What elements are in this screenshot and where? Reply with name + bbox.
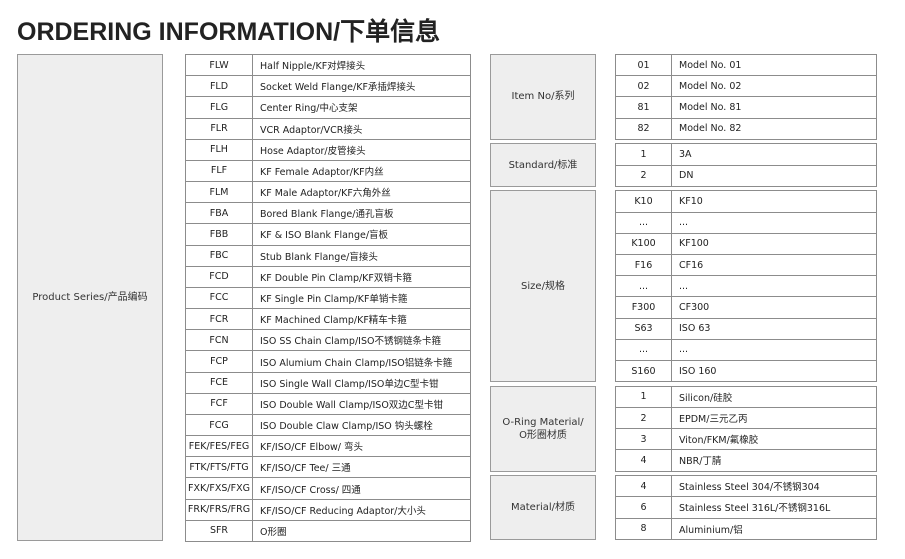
- series-code: FLM: [185, 181, 253, 204]
- group-desc: ...: [671, 338, 877, 361]
- series-code: FXK/FXS/FXG: [185, 477, 253, 500]
- series-code: FBB: [185, 223, 253, 246]
- group-code: K100: [615, 232, 672, 255]
- group-desc: KF10: [671, 190, 877, 213]
- series-code: FLR: [185, 117, 253, 140]
- group-desc: DN: [671, 164, 877, 187]
- group-code: 4: [615, 449, 672, 472]
- series-code: FCC: [185, 286, 253, 310]
- series-code: FLD: [185, 75, 253, 98]
- series-code: FCN: [185, 329, 253, 352]
- group-desc: Silicon/硅胶: [671, 385, 877, 408]
- group-code: S160: [615, 360, 672, 383]
- group-desc: Model No. 01: [671, 54, 877, 77]
- group-code: 3: [615, 428, 672, 451]
- group-desc: CF300: [671, 296, 877, 319]
- group-code: ...: [615, 211, 672, 234]
- group-code: 4: [615, 475, 672, 498]
- group-code: 1: [615, 143, 672, 166]
- group-desc: Stainless Steel 316L/不锈钢316L: [671, 496, 877, 519]
- title: ORDERING INFORMATION/下单信息: [17, 18, 441, 46]
- series-desc: ISO Double Claw Clamp/ISO 钩头螺栓: [252, 413, 471, 437]
- group-desc: KF100: [671, 232, 877, 255]
- group-code: ...: [615, 338, 672, 361]
- series-code: FCE: [185, 371, 253, 394]
- series-desc: KF/ISO/CF Elbow/ 弯头: [252, 435, 471, 458]
- group-code: S63: [615, 317, 672, 340]
- group-desc: ...: [671, 275, 877, 298]
- series-code: FBA: [185, 202, 253, 225]
- group-label: Size/规格: [490, 190, 596, 383]
- group-desc: ISO 160: [671, 360, 877, 383]
- group-code: 82: [615, 117, 672, 140]
- series-desc: O形圈: [252, 519, 471, 542]
- series-desc: Half Nipple/KF对焊接头: [252, 54, 471, 77]
- series-desc: KF Machined Clamp/KF精车卡箍: [252, 308, 471, 331]
- series-desc: KF/ISO/CF Cross/ 四通: [252, 477, 471, 500]
- series-code: FRK/FRS/FRG: [185, 498, 253, 521]
- group-desc: Model No. 02: [671, 75, 877, 98]
- series-code: FLG: [185, 96, 253, 119]
- series-desc: ISO Double Wall Clamp/ISO双边C型卡钳: [252, 392, 471, 415]
- group-desc: CF16: [671, 254, 877, 277]
- series-code: FCD: [185, 265, 253, 288]
- series-desc: Socket Weld Flange/KF承插焊接头: [252, 75, 471, 98]
- series-code: SFR: [185, 519, 253, 542]
- series-label: Product Series/产品编码: [17, 54, 163, 541]
- group-label: Standard/标准: [490, 143, 596, 187]
- group-label: Material/材质: [490, 475, 596, 540]
- series-code: FLH: [185, 138, 253, 161]
- series-desc: KF & ISO Blank Flange/盲板: [252, 223, 471, 246]
- group-label: O-Ring Material/ O形圈材质: [490, 385, 596, 472]
- group-code: 8: [615, 517, 672, 540]
- series-code: FCG: [185, 413, 253, 437]
- group-code: 2: [615, 407, 672, 430]
- series-desc: ISO Single Wall Clamp/ISO单边C型卡钳: [252, 371, 471, 394]
- series-code: FTK/FTS/FTG: [185, 456, 253, 479]
- series-desc: KF Double Pin Clamp/KF双销卡箍: [252, 265, 471, 288]
- series-desc: KF Single Pin Clamp/KF单销卡箍: [252, 286, 471, 310]
- group-code: 2: [615, 164, 672, 187]
- series-code: FBC: [185, 244, 253, 267]
- series-desc: KF/ISO/CF Tee/ 三通: [252, 456, 471, 479]
- group-code: K10: [615, 190, 672, 213]
- series-code: FEK/FES/FEG: [185, 435, 253, 458]
- series-desc: VCR Adaptor/VCR接头: [252, 117, 471, 140]
- series-desc: KF Female Adaptor/KF内丝: [252, 159, 471, 183]
- group-desc: ISO 63: [671, 317, 877, 340]
- series-desc: Stub Blank Flange/盲接头: [252, 244, 471, 267]
- group-desc: ...: [671, 211, 877, 234]
- group-code: 81: [615, 96, 672, 119]
- group-desc: 3A: [671, 143, 877, 166]
- series-code: FCR: [185, 308, 253, 331]
- series-desc: KF Male Adaptor/KF六角外丝: [252, 181, 471, 204]
- group-desc: Aluminium/铝: [671, 517, 877, 540]
- series-desc: Hose Adaptor/皮管接头: [252, 138, 471, 161]
- series-desc: Bored Blank Flange/通孔盲板: [252, 202, 471, 225]
- group-code: 02: [615, 75, 672, 98]
- series-code: FCF: [185, 392, 253, 415]
- group-label: Item No/系列: [490, 54, 596, 140]
- series-desc: Center Ring/中心支架: [252, 96, 471, 119]
- group-code: ...: [615, 275, 672, 298]
- group-desc: Viton/FKM/氟橡胶: [671, 428, 877, 451]
- series-code: FCP: [185, 350, 253, 373]
- group-desc: Model No. 82: [671, 117, 877, 140]
- group-code: 6: [615, 496, 672, 519]
- series-code: FLW: [185, 54, 253, 77]
- group-code: 1: [615, 385, 672, 408]
- group-desc: Model No. 81: [671, 96, 877, 119]
- series-code: FLF: [185, 159, 253, 183]
- group-desc: NBR/丁腈: [671, 449, 877, 472]
- series-desc: ISO Alumium Chain Clamp/ISO铝链条卡箍: [252, 350, 471, 373]
- group-code: F16: [615, 254, 672, 277]
- group-desc: Stainless Steel 304/不锈钢304: [671, 475, 877, 498]
- series-desc: KF/ISO/CF Reducing Adaptor/大小头: [252, 498, 471, 521]
- group-code: 01: [615, 54, 672, 77]
- series-desc: ISO SS Chain Clamp/ISO不锈钢链条卡箍: [252, 329, 471, 352]
- group-code: F300: [615, 296, 672, 319]
- group-desc: EPDM/三元乙丙: [671, 407, 877, 430]
